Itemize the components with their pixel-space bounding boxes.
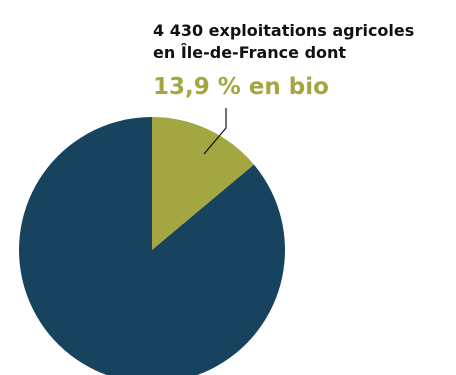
highlight-label: 13,9 % en bio: [153, 74, 329, 100]
pie-slice-non-bio: [19, 117, 285, 375]
callout-line: [203, 108, 227, 155]
pie-slices: [19, 117, 285, 375]
title-line-1: 4 430 exploitations agricoles: [153, 21, 415, 40]
pie-slice-bio: [152, 117, 254, 250]
title-line-2: en Île-de-France dont: [153, 43, 347, 62]
chart-title: 4 430 exploitations agricoles en Île-de-…: [153, 20, 453, 64]
